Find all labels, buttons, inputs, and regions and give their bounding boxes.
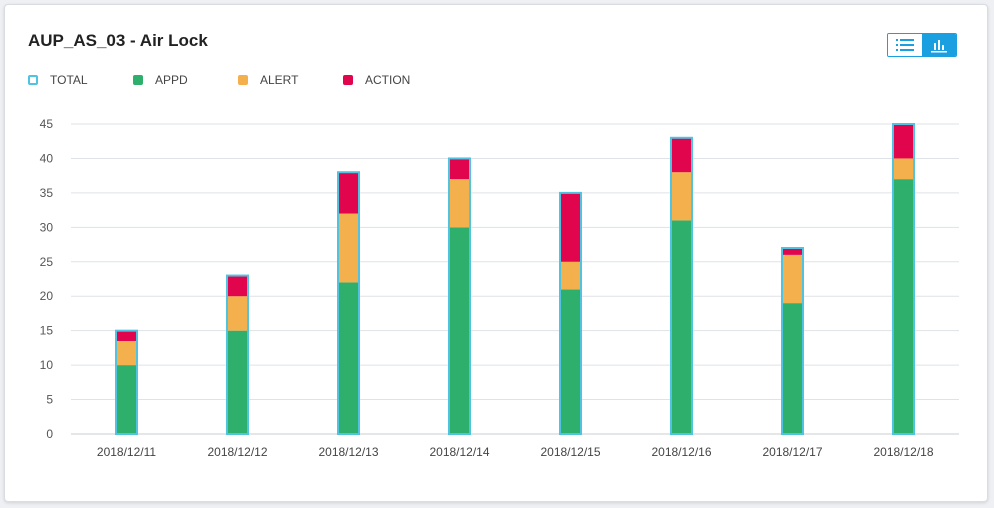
stacked-bar-chart: 0 5 10 15 20 25 30 35 40 45 2018/12/11 2018/12/12 20… [40, 117, 959, 459]
bar-segment-appd [338, 282, 359, 434]
view-toggle [887, 33, 957, 57]
list-view-button[interactable] [888, 34, 922, 56]
bar-segment-action [782, 248, 803, 255]
bar-segment-action [893, 124, 914, 159]
legend-item-alert[interactable]: ALERT [238, 73, 298, 87]
list-icon [896, 39, 914, 51]
y-tick-label: 40 [40, 151, 54, 165]
bar-segment-alert [116, 341, 137, 366]
legend-label-appd: APPD [155, 73, 188, 87]
bar-segment-appd [782, 303, 803, 434]
legend-item-appd[interactable]: APPD [133, 73, 188, 87]
bar-segment-alert [893, 158, 914, 180]
bar-segment-alert [671, 172, 692, 221]
bar-segment-appd [227, 330, 248, 434]
bar-segment-alert [338, 213, 359, 283]
y-tick-label: 15 [40, 324, 54, 338]
y-tick-label: 5 [46, 393, 53, 407]
bar-segment-action [227, 275, 248, 297]
chart-card: AUP_AS_03 - Air Lock TOTAL [4, 4, 988, 502]
bar-segment-appd [671, 220, 692, 434]
bar-chart-icon [931, 40, 947, 53]
y-tick-label: 30 [40, 220, 54, 234]
y-tick-label: 25 [40, 255, 54, 269]
x-tick-label: 2018/12/15 [540, 445, 600, 459]
bar-total-outline [226, 274, 249, 435]
bar-total-outline [448, 157, 471, 435]
y-tick-label: 0 [46, 427, 53, 441]
legend-item-total[interactable]: TOTAL [28, 73, 88, 87]
bar-segment-action [116, 330, 137, 341]
bar-segment-appd [560, 289, 581, 434]
bar-segment-action [338, 172, 359, 214]
legend-swatch-appd [133, 75, 143, 85]
legend-label-action: ACTION [365, 73, 411, 87]
legend-label-total: TOTAL [50, 73, 88, 87]
x-tick-label: 2018/12/12 [207, 445, 267, 459]
bar-total-outline [781, 247, 804, 435]
bar-total-outline [115, 329, 138, 435]
y-tick-label: 35 [40, 186, 54, 200]
bar-segment-alert [227, 296, 248, 331]
x-tick-label: 2018/12/17 [762, 445, 822, 459]
bar-total-outline [337, 171, 360, 435]
bar-segment-action [449, 158, 470, 180]
bar-segment-action [671, 137, 692, 173]
x-tick-label: 2018/12/11 [97, 445, 156, 459]
bar-total-outline [559, 191, 582, 435]
bar-total-outline [670, 136, 693, 435]
bar-segment-appd [893, 179, 914, 434]
x-tick-label: 2018/12/18 [873, 445, 933, 459]
y-tick-label: 10 [40, 358, 54, 372]
legend-swatch-action [343, 75, 353, 85]
legend-swatch-total [28, 75, 38, 85]
legend-swatch-alert [238, 75, 248, 85]
legend-item-action[interactable]: ACTION [343, 73, 410, 87]
bar-segment-action [560, 192, 581, 262]
bar-segment-appd [116, 365, 137, 434]
y-tick-label: 20 [40, 289, 54, 303]
bar-segment-alert [449, 179, 470, 228]
x-tick-label: 2018/12/14 [429, 445, 489, 459]
bar-total-outline [892, 123, 915, 435]
chart-view-button[interactable] [922, 34, 956, 56]
x-tick-label: 2018/12/13 [318, 445, 378, 459]
bar-segment-alert [782, 254, 803, 304]
x-tick-label: 2018/12/16 [651, 445, 711, 459]
legend-label-alert: ALERT [260, 73, 299, 87]
bar-segment-appd [449, 227, 470, 434]
y-tick-label: 45 [40, 117, 54, 131]
bar-segment-alert [560, 261, 581, 290]
chart-title: AUP_AS_03 - Air Lock [28, 31, 208, 50]
